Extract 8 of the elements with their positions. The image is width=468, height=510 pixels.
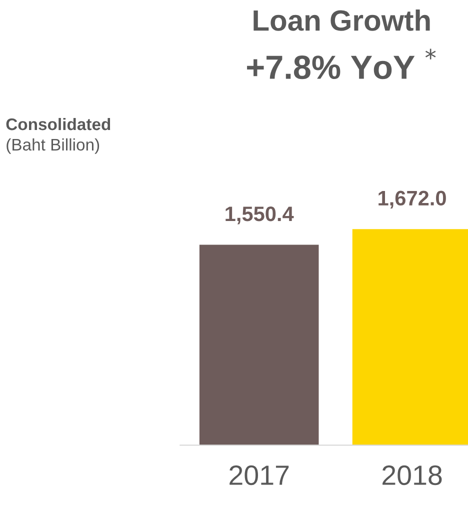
text: Consolidated [6,118,110,130]
text: (Baht Billion) [6,138,100,154]
x-tick-label: 2017 [230,465,289,486]
chart-title: Loan Growth [254,9,430,31]
chart-subtitle: +7.8% YoY $^{*}$ [247,48,436,80]
data-label: 1,550.4 [226,206,294,224]
data-label: 1,672.0 [378,190,446,209]
x-tick-label: 2018 [382,465,442,486]
